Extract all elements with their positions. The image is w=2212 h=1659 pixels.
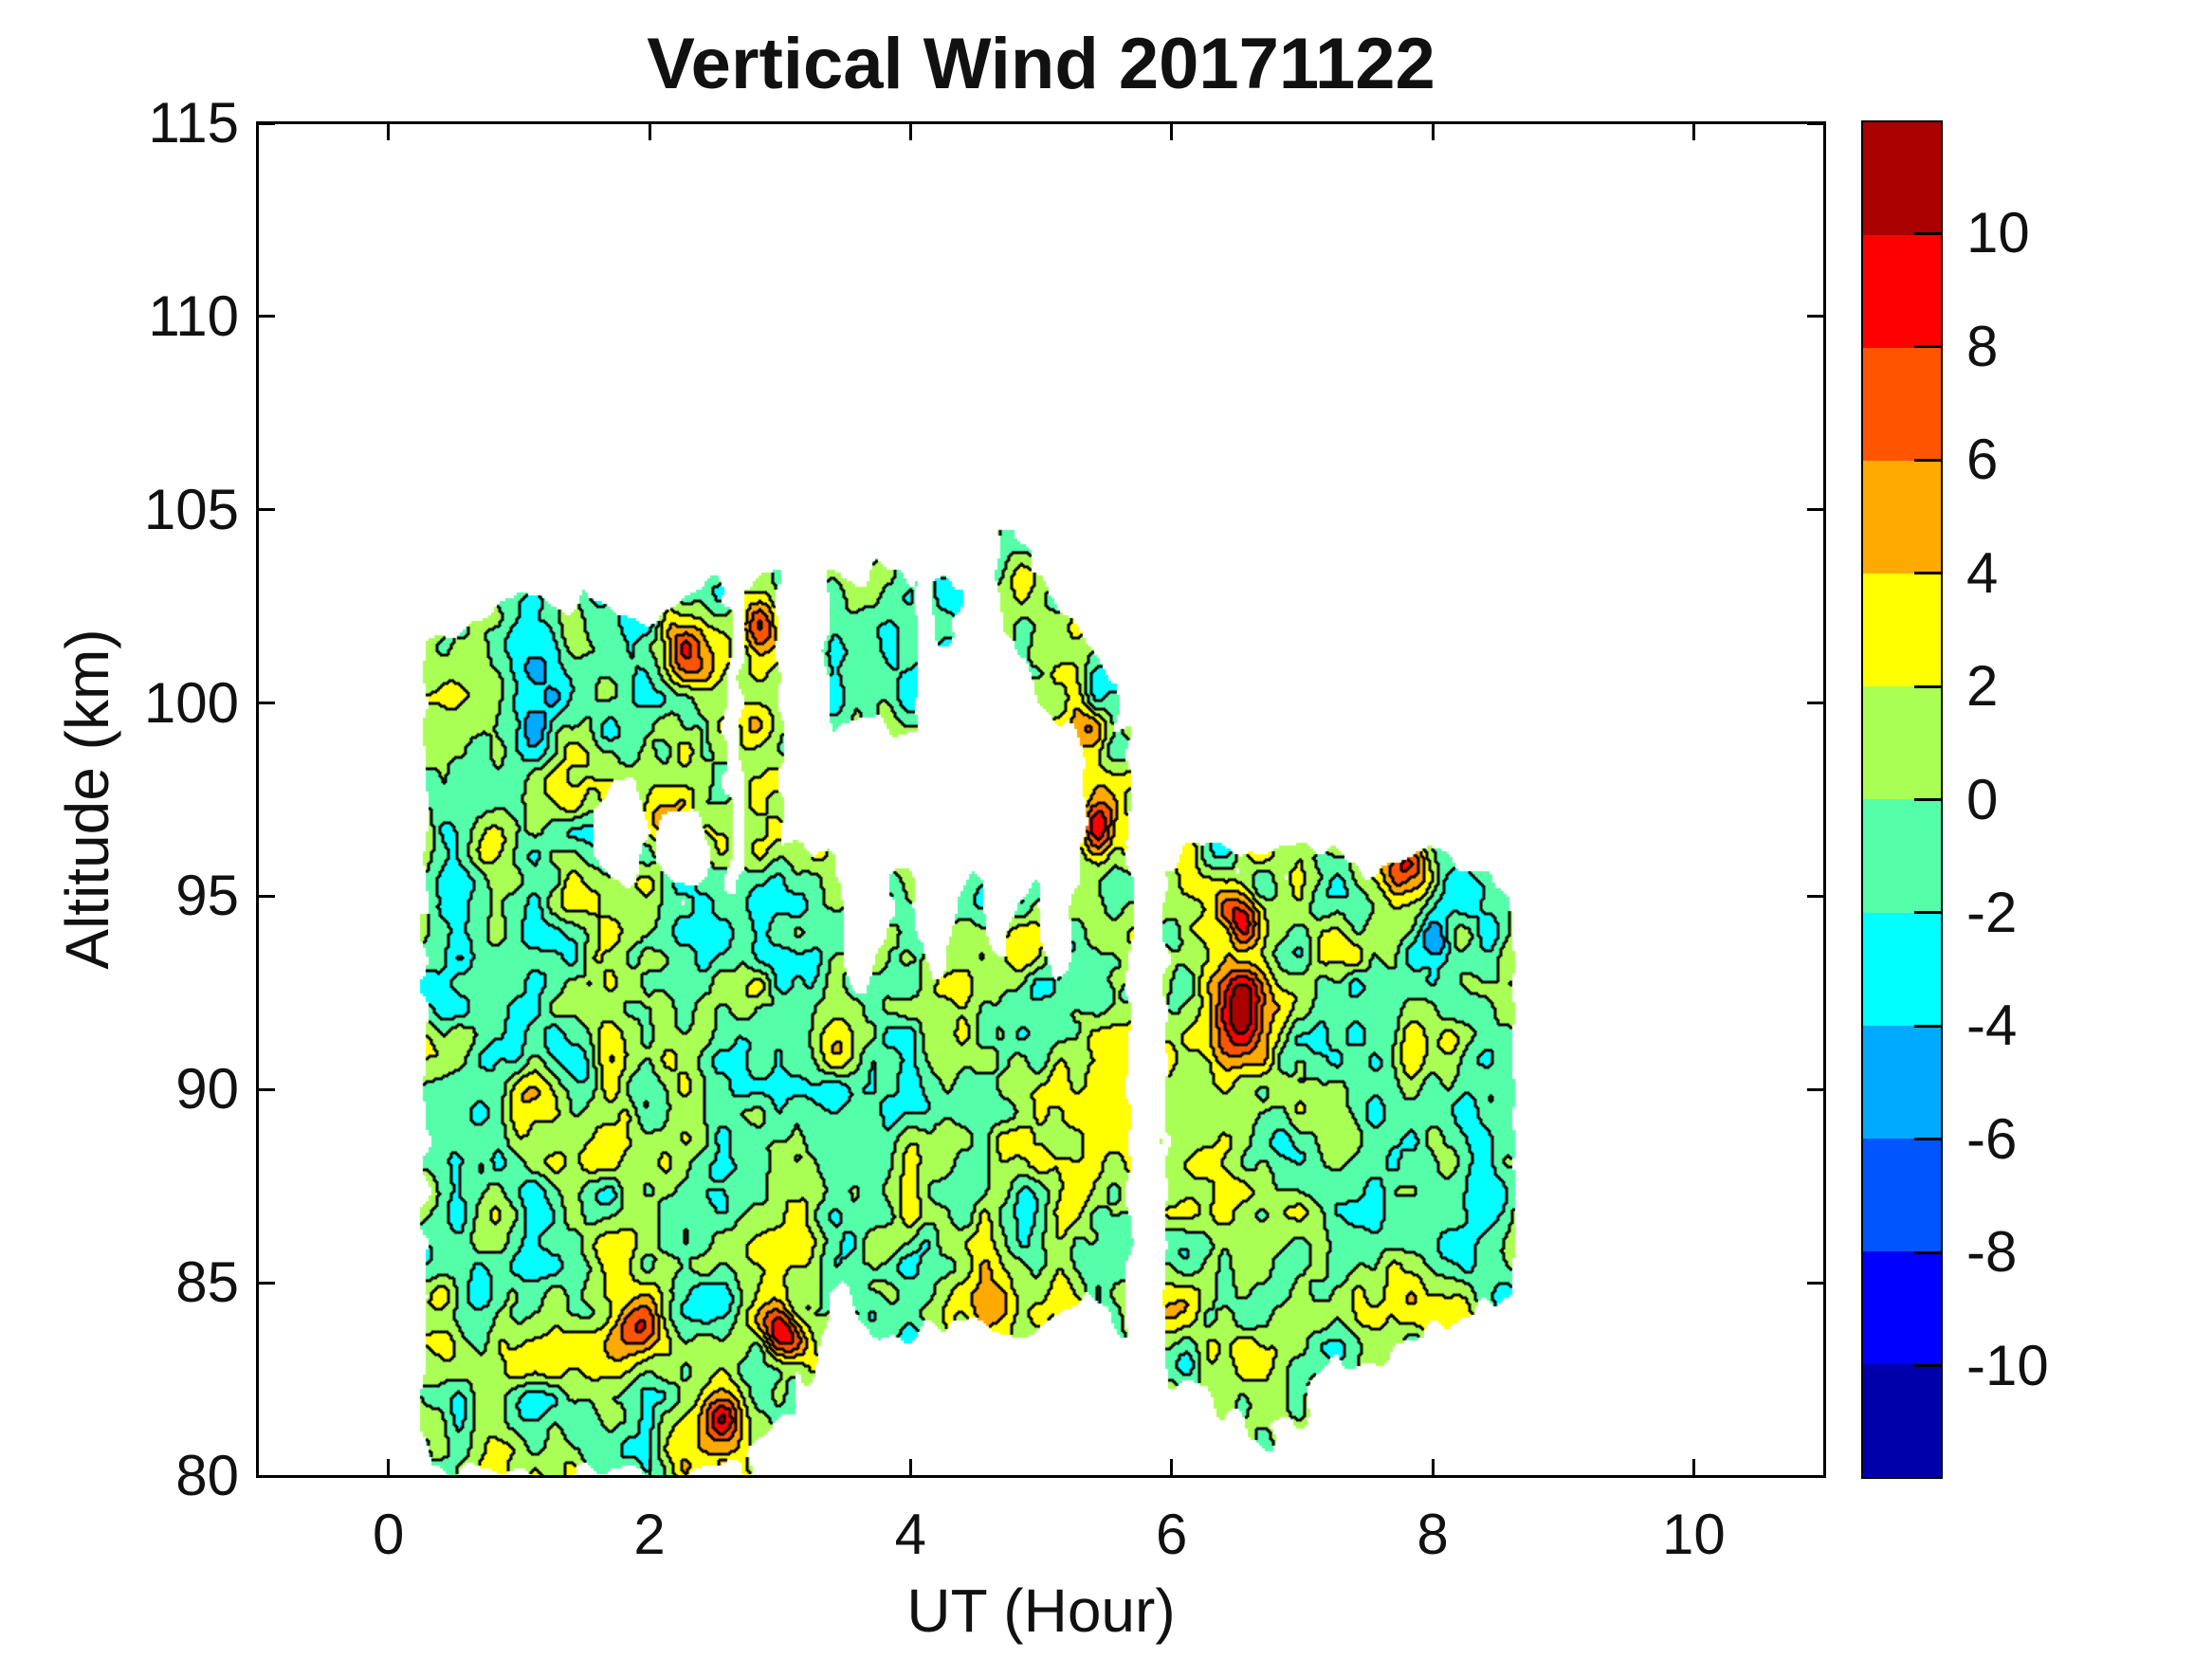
x-tick-label: 8 xyxy=(1417,1503,1449,1566)
y-tick-label: 105 xyxy=(143,477,239,541)
colorbar-segment xyxy=(1863,461,1941,574)
y-tick-mark-right xyxy=(1807,894,1824,898)
colorbar-tick-mark xyxy=(1914,684,1941,688)
colorbar-tick-label: -4 xyxy=(1966,994,2018,1058)
y-tick-mark-right xyxy=(1807,508,1824,512)
x-tick-label: 4 xyxy=(894,1503,927,1566)
colorbar-tick-label: 6 xyxy=(1966,428,1999,492)
colorbar-tick-mark xyxy=(1914,1364,1941,1368)
colorbar-tick-label: 8 xyxy=(1966,314,1999,378)
x-tick-mark xyxy=(1170,1459,1174,1476)
y-tick-mark xyxy=(258,702,275,705)
x-tick-label: 2 xyxy=(633,1503,666,1566)
y-tick-mark xyxy=(258,315,275,319)
colorbar-segment xyxy=(1863,799,1941,913)
contour-field-canvas xyxy=(258,123,1824,1476)
colorbar-tick-label: -10 xyxy=(1966,1333,2049,1397)
colorbar-segment xyxy=(1863,348,1941,462)
colorbar-segment xyxy=(1863,1025,1941,1139)
x-tick-label: 10 xyxy=(1661,1503,1726,1566)
x-tick-mark-top xyxy=(648,123,651,140)
y-tick-label: 110 xyxy=(148,283,239,348)
x-tick-mark-top xyxy=(387,123,391,140)
x-axis-label: UT (Hour) xyxy=(906,1577,1176,1645)
chart-title: Vertical Wind 20171122 xyxy=(647,24,1435,104)
colorbar-tick-mark xyxy=(1914,458,1941,462)
colorbar-segment xyxy=(1863,574,1941,687)
x-tick-mark xyxy=(1691,1459,1695,1476)
colorbar-tick-mark xyxy=(1914,1138,1941,1141)
y-tick-label: 100 xyxy=(143,670,239,735)
y-tick-mark xyxy=(258,508,275,512)
y-tick-mark-right xyxy=(1807,315,1824,319)
y-tick-mark xyxy=(258,1087,275,1091)
colorbar-segment xyxy=(1863,235,1941,349)
y-tick-label: 115 xyxy=(148,91,239,155)
colorbar-tick-mark xyxy=(1914,798,1941,801)
y-tick-mark-right xyxy=(1807,702,1824,705)
y-tick-label: 80 xyxy=(175,1444,239,1507)
colorbar-segment xyxy=(1863,912,1941,1026)
colorbar-tick-label: 0 xyxy=(1966,767,1999,831)
y-tick-mark xyxy=(258,1474,275,1478)
colorbar-tick-mark xyxy=(1914,1250,1941,1254)
colorbar-segment xyxy=(1863,1250,1941,1364)
y-axis-label: Altitude (km) xyxy=(53,629,121,970)
colorbar-tick-label: -8 xyxy=(1966,1220,2018,1285)
x-tick-mark xyxy=(648,1459,651,1476)
x-tick-label: 6 xyxy=(1155,1503,1188,1566)
colorbar-tick-label: -6 xyxy=(1966,1106,2018,1171)
colorbar xyxy=(1861,120,1943,1479)
colorbar-tick-mark xyxy=(1914,572,1941,575)
colorbar-tick-label: -2 xyxy=(1966,880,2018,944)
x-tick-mark-top xyxy=(908,123,912,140)
colorbar-tick-label: 10 xyxy=(1966,201,2030,265)
x-tick-mark xyxy=(908,1459,912,1476)
colorbar-tick-mark xyxy=(1914,231,1941,235)
y-tick-mark xyxy=(258,1281,275,1285)
y-tick-label: 95 xyxy=(175,864,239,928)
x-tick-mark-top xyxy=(1691,123,1695,140)
y-tick-mark-right xyxy=(1807,1474,1824,1478)
y-tick-mark-right xyxy=(1807,1281,1824,1285)
colorbar-tick-mark xyxy=(1914,911,1941,915)
colorbar-tick-label: 4 xyxy=(1966,540,1999,605)
y-tick-label: 90 xyxy=(175,1057,239,1121)
y-tick-mark xyxy=(258,894,275,898)
colorbar-segment xyxy=(1863,1138,1941,1251)
colorbar-tick-mark xyxy=(1914,345,1941,349)
x-tick-mark-top xyxy=(1170,123,1174,140)
colorbar-segment xyxy=(1863,122,1941,236)
y-tick-label: 85 xyxy=(175,1250,239,1315)
x-tick-mark-top xyxy=(1431,123,1435,140)
colorbar-tick-mark xyxy=(1914,1024,1941,1028)
y-tick-mark xyxy=(258,121,275,125)
y-tick-mark-right xyxy=(1807,121,1824,125)
colorbar-segment xyxy=(1863,686,1941,800)
colorbar-tick-label: 2 xyxy=(1966,654,1999,719)
x-tick-label: 0 xyxy=(372,1503,405,1566)
x-tick-mark xyxy=(1431,1459,1435,1476)
x-tick-mark xyxy=(387,1459,391,1476)
y-tick-mark-right xyxy=(1807,1087,1824,1091)
colorbar-segment xyxy=(1863,1363,1941,1477)
